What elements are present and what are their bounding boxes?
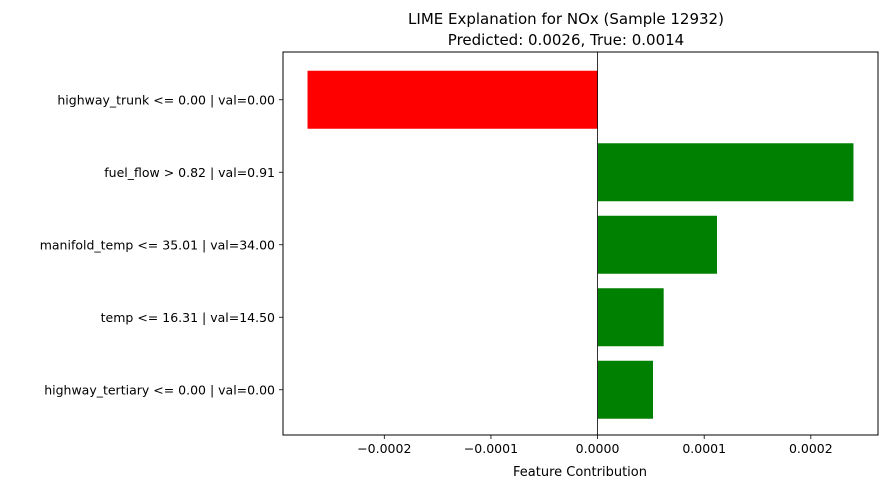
chart-title-line2: Predicted: 0.0026, True: 0.0014 [448,31,684,49]
bar [597,215,717,274]
x-tick-label: 0.0000 [576,441,620,456]
bar [597,288,664,347]
y-tick-label: fuel_flow > 0.82 | val=0.91 [104,165,275,180]
x-axis-label: Feature Contribution [513,465,647,480]
x-tick-label: −0.0001 [464,441,518,456]
y-tick-label: highway_trunk <= 0.00 | val=0.00 [57,92,275,107]
x-axis-ticks: −0.0002 −0.0001 0.0000 0.0001 0.0002 [357,435,833,456]
bar [307,70,598,129]
x-tick-label: 0.0002 [789,441,833,456]
plot-frame [282,51,879,436]
y-tick-label: manifold_temp <= 35.01 | val=34.00 [40,237,275,252]
bar [597,143,854,202]
x-tick-label: −0.0002 [357,441,411,456]
y-tick-label: highway_tertiary <= 0.00 | val=0.00 [44,382,275,397]
bars-layer [307,70,854,419]
y-tick-label: temp <= 16.31 | val=14.50 [101,310,275,325]
x-tick-label: 0.0001 [682,441,726,456]
bar [597,360,654,419]
chart-title-line1: LIME Explanation for NOx (Sample 12932) [408,10,724,28]
y-axis-ticks: highway_trunk <= 0.00 | val=0.00 fuel_flo… [40,92,283,397]
